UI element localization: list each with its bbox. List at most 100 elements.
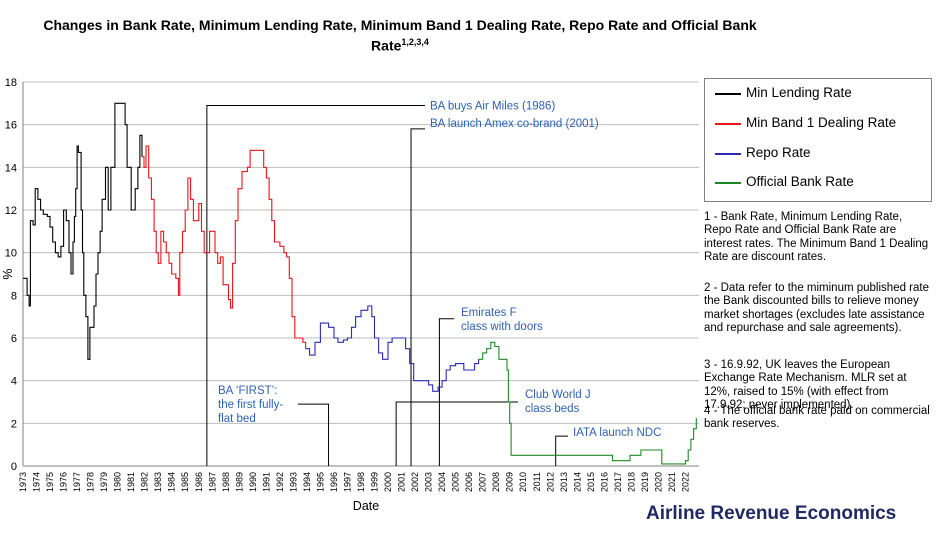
x-tick-label-1978: 1978	[86, 472, 96, 492]
annotation-ba-first-line-1: BA ‘FIRST’:	[218, 385, 277, 397]
x-tick-label-2013: 2013	[559, 472, 569, 492]
x-tick-label-1983: 1983	[153, 472, 163, 492]
note-2: 2 - Data refer to the miminum published …	[704, 282, 929, 335]
brand-label: Airline Revenue Economics	[646, 503, 897, 524]
y-tick-label-12: 12	[5, 205, 17, 217]
chart-title-rate: Rate	[371, 37, 402, 54]
y-tick-label-10: 10	[5, 248, 17, 260]
x-tick-label-1994: 1994	[302, 472, 312, 492]
x-tick-label-2017: 2017	[613, 472, 623, 492]
x-axis-label: Date	[353, 499, 379, 513]
legend-label-min-band-1-dealing-rate: Min Band 1 Dealing Rate	[746, 115, 897, 130]
x-tick-label-1995: 1995	[315, 472, 325, 492]
annotation-leader-1	[206, 104, 425, 466]
x-tick-label-1990: 1990	[248, 472, 258, 492]
chart-title-line1: Changes in Bank Rate, Minimum Lending Ra…	[43, 17, 757, 33]
x-tick-label-2001: 2001	[397, 472, 407, 492]
chart-title-footnotes: 1,2,3,4	[401, 37, 429, 47]
x-tick-label-2022: 2022	[680, 472, 690, 492]
x-tick-label-1991: 1991	[261, 472, 271, 492]
y-tick-label-6: 6	[11, 333, 17, 345]
chart-legend: Min Lending Rate Min Band 1 Dealing Rate…	[704, 78, 932, 202]
legend-label-official-bank-rate: Official Bank Rate	[746, 174, 854, 189]
annotation-emirates-line-1: Emirates F	[461, 307, 517, 319]
x-tick-label-1981: 1981	[126, 472, 136, 492]
x-tick-label-2005: 2005	[451, 472, 461, 492]
x-tick-label-1987: 1987	[207, 472, 217, 492]
x-tick-label-1973: 1973	[18, 472, 28, 492]
x-tick-label-2006: 2006	[464, 472, 474, 492]
x-tick-label-1979: 1979	[99, 472, 109, 492]
x-tick-label-2010: 2010	[518, 472, 528, 492]
x-tick-label-2016: 2016	[599, 472, 609, 492]
annotation-leader-5	[395, 401, 518, 466]
x-tick-label-1976: 1976	[59, 472, 69, 492]
legend-swatch-repo-rate	[715, 153, 741, 155]
annotation-ba-amex-line-1: BA launch Amex co-brand (2001)	[430, 118, 599, 130]
x-tick-label-1982: 1982	[140, 472, 150, 492]
x-tick-label-2008: 2008	[491, 472, 501, 492]
annotation-club-world-line-2: class beds	[525, 403, 580, 415]
x-tick-label-2003: 2003	[424, 472, 434, 492]
x-tick-label-1988: 1988	[221, 472, 231, 492]
series-line-1	[23, 102, 143, 360]
x-tick-label-2018: 2018	[626, 472, 636, 492]
x-tick-label-1997: 1997	[342, 472, 352, 492]
x-tick-label-2020: 2020	[653, 472, 663, 492]
x-tick-label-1975: 1975	[45, 472, 55, 492]
annotation-ba-first-line-3: flat bed	[218, 413, 256, 425]
chart-title-line2: Rate1,2,3,4	[0, 34, 800, 55]
x-tick-label-2002: 2002	[410, 472, 420, 492]
note-4: 4 - The official bank rate paid on comme…	[704, 405, 930, 431]
y-tick-label-2: 2	[11, 418, 17, 430]
x-tick-label-1984: 1984	[167, 472, 177, 492]
x-tick-label-2009: 2009	[505, 472, 515, 492]
legend-swatch-min-lending-rate	[715, 93, 741, 95]
x-tick-label-1989: 1989	[234, 472, 244, 492]
annotation-leader-3	[438, 318, 454, 466]
series-line-4	[478, 341, 697, 465]
x-tick-label-1977: 1977	[72, 472, 82, 492]
y-tick-label-4: 4	[11, 376, 17, 388]
annotation-iata-ndc-line-1: IATA launch NDC	[573, 427, 661, 439]
annotation-ba-first-line-2: the first fully-	[218, 399, 283, 411]
x-tick-label-1985: 1985	[180, 472, 190, 492]
x-tick-label-2011: 2011	[532, 472, 542, 491]
x-tick-label-1992: 1992	[275, 472, 285, 492]
annotation-emirates-line-2: class with doors	[461, 321, 543, 333]
x-tick-label-1986: 1986	[194, 472, 204, 492]
y-tick-label-14: 14	[5, 162, 17, 174]
x-tick-label-2019: 2019	[640, 472, 650, 492]
legend-swatch-official-bank-rate	[715, 182, 741, 184]
legend-label-repo-rate: Repo Rate	[746, 145, 811, 160]
x-tick-label-2015: 2015	[586, 472, 596, 492]
x-tick-label-2021: 2021	[667, 472, 677, 492]
x-tick-label-1996: 1996	[329, 472, 339, 492]
x-tick-label-2014: 2014	[572, 472, 582, 492]
x-tick-label-2004: 2004	[437, 472, 447, 492]
series-line-2	[142, 145, 307, 349]
y-tick-label-16: 16	[5, 120, 17, 132]
y-tick-label-0: 0	[11, 461, 17, 473]
y-axis-label: %	[1, 268, 15, 279]
note-1: 1 - Bank Rate, Minimum Lending Rate, Rep…	[704, 211, 929, 264]
series-line-3	[305, 305, 480, 392]
annotation-club-world-line-1: Club World J	[525, 389, 591, 401]
annotation-leader-4	[298, 403, 330, 466]
x-tick-label-1974: 1974	[32, 472, 42, 492]
y-tick-label-18: 18	[5, 77, 17, 89]
x-tick-label-2012: 2012	[545, 472, 555, 492]
x-tick-label-1980: 1980	[113, 472, 123, 492]
legend-label-min-lending-rate: Min Lending Rate	[746, 85, 852, 100]
x-tick-label-1998: 1998	[356, 472, 366, 492]
annotation-leader-6	[555, 435, 568, 466]
x-tick-label-2000: 2000	[383, 472, 393, 492]
y-tick-label-8: 8	[11, 290, 17, 302]
legend-swatch-min-band-1-dealing-rate	[715, 123, 741, 125]
x-tick-label-1999: 1999	[370, 472, 380, 492]
note-3: 3 - 16.9.92, UK leaves the European Exch…	[704, 359, 907, 412]
annotation-leader-2	[410, 128, 425, 466]
x-tick-label-2007: 2007	[478, 472, 488, 492]
x-tick-label-1993: 1993	[288, 472, 298, 492]
